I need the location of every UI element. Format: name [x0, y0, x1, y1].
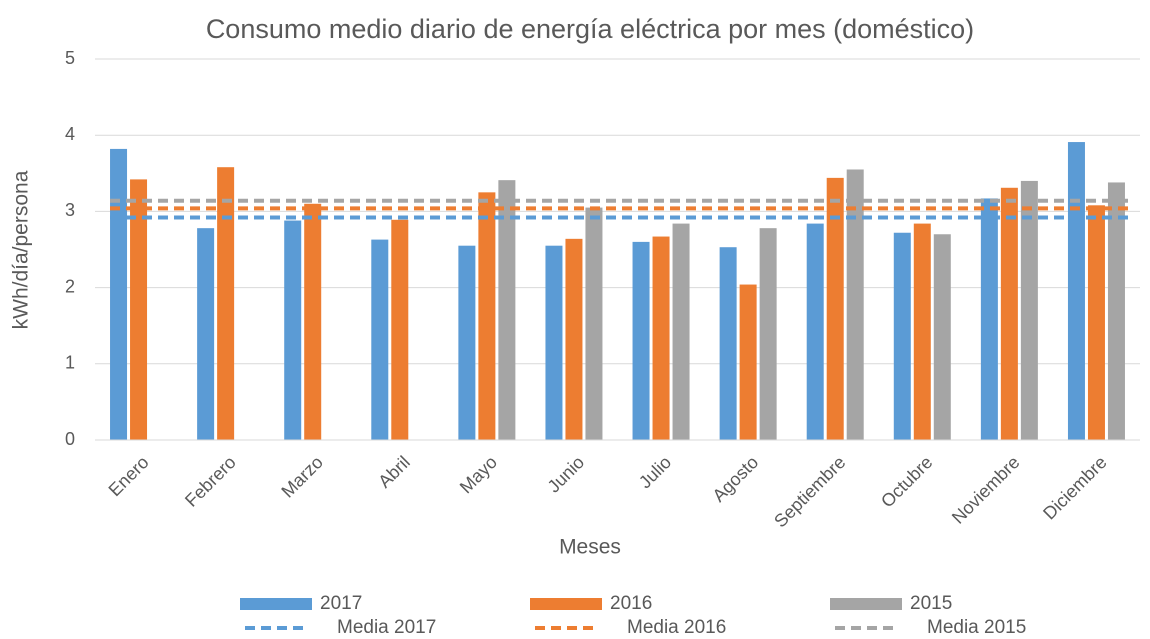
y-axis-title: kWh/día/persona — [10, 170, 33, 329]
bar — [391, 219, 409, 440]
x-axis-title: Meses — [559, 536, 621, 559]
bar — [806, 223, 824, 440]
legend-label: Media 2017 — [337, 617, 436, 638]
y-tick-label: 3 — [65, 200, 75, 220]
bar — [197, 228, 215, 440]
bar — [217, 167, 235, 441]
bar — [565, 238, 583, 440]
bar — [304, 203, 322, 440]
bar — [893, 232, 911, 440]
bar — [545, 245, 563, 440]
bar — [478, 192, 496, 440]
chart-title: Consumo medio diario de energía eléctric… — [206, 14, 974, 44]
x-tick-label: Julio — [635, 452, 675, 492]
bar — [110, 148, 128, 440]
y-tick-label: 1 — [65, 353, 75, 373]
bar — [826, 177, 844, 440]
x-tick-label: Noviembre — [948, 452, 1024, 528]
x-tick-label: Abril — [374, 452, 414, 492]
bar — [913, 223, 931, 440]
y-tick-label: 0 — [65, 429, 75, 449]
x-tick-label: Agosto — [709, 452, 763, 506]
bar — [371, 239, 389, 440]
bar — [933, 234, 951, 440]
x-tick-label: Junio — [544, 452, 589, 497]
legend-swatch — [240, 598, 312, 610]
bar — [458, 245, 476, 440]
x-tick-label: Febrero — [181, 452, 240, 511]
x-tick-label: Octubre — [877, 452, 936, 511]
bar — [739, 284, 757, 440]
bar — [672, 223, 690, 440]
bar — [1020, 180, 1038, 441]
x-tick-label: Enero — [105, 452, 153, 500]
bar — [284, 220, 302, 440]
bar — [719, 247, 737, 440]
legend-swatch — [830, 598, 902, 610]
bar — [632, 241, 650, 440]
x-tick-label: Mayo — [456, 452, 501, 497]
bar — [980, 198, 998, 440]
x-tick-label: Diciembre — [1039, 452, 1110, 523]
legend-label: 2016 — [610, 593, 652, 614]
legend-label: Media 2016 — [627, 617, 726, 638]
legend-label: 2017 — [320, 593, 362, 614]
bar — [846, 169, 864, 441]
x-tick-label: Marzo — [277, 452, 327, 502]
bar — [130, 179, 148, 440]
bar — [652, 236, 670, 440]
bar — [1000, 187, 1018, 440]
bar — [498, 180, 516, 440]
legend-swatch — [530, 598, 602, 610]
bar — [759, 228, 777, 440]
bar — [1067, 142, 1085, 441]
x-tick-label: Septiembre — [770, 452, 849, 531]
y-tick-label: 4 — [65, 124, 75, 144]
bar — [1107, 182, 1125, 440]
bar — [585, 207, 603, 440]
bar — [1087, 205, 1105, 440]
legend-label: Media 2015 — [927, 617, 1026, 638]
y-tick-label: 2 — [65, 276, 75, 296]
legend-label: 2015 — [910, 593, 952, 614]
y-tick-label: 5 — [65, 48, 75, 68]
